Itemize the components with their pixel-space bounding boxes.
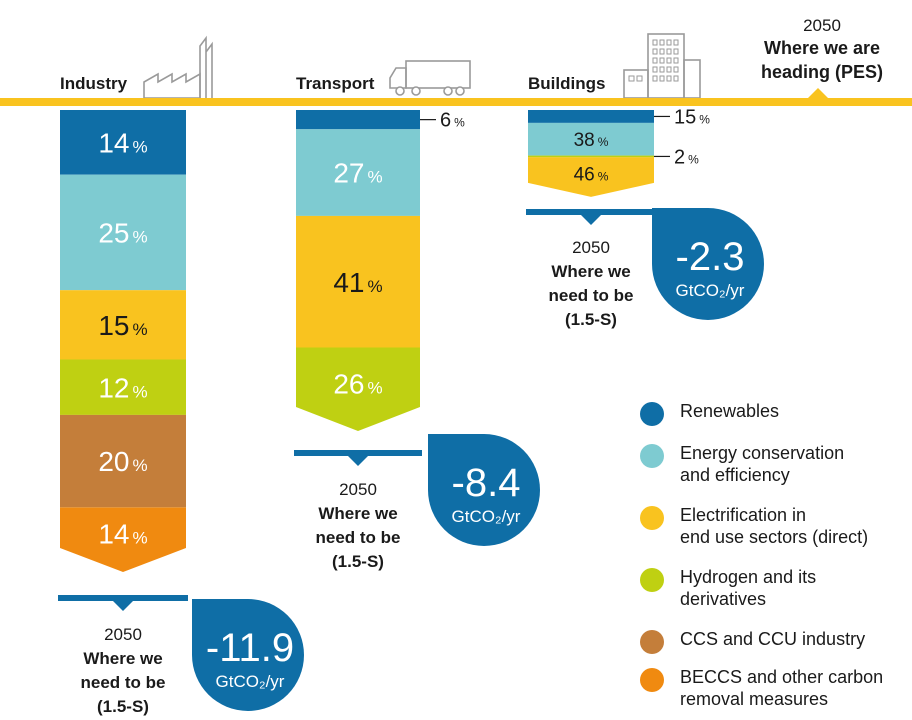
bar-segment-renewables bbox=[296, 110, 420, 130]
sector-title: Transport bbox=[296, 74, 375, 93]
target-year: 2050 bbox=[104, 625, 142, 644]
target-pointer bbox=[581, 215, 601, 225]
total-badge bbox=[652, 208, 764, 320]
legend-swatch-hydrogen bbox=[640, 568, 664, 592]
target-pointer bbox=[113, 601, 133, 611]
data-label: 26% bbox=[333, 368, 382, 399]
total-value: -11.9 bbox=[206, 626, 294, 670]
bar-segment-hydrogen bbox=[296, 347, 420, 431]
legend-label-beccs: BECCS and other carbon removal measures bbox=[680, 667, 884, 709]
bar-segment-efficiency bbox=[296, 129, 420, 216]
bar-segment-hydrogen bbox=[60, 359, 186, 415]
target-caption: Where we need to be (1.5-S) bbox=[315, 504, 400, 571]
data-label: 25% bbox=[98, 218, 147, 249]
target-caption: Where we need to be (1.5-S) bbox=[80, 649, 165, 716]
sector-title: Buildings bbox=[528, 74, 605, 93]
data-label: 46% bbox=[574, 164, 609, 185]
bar-segment-electrification bbox=[528, 157, 654, 197]
target-year: 2050 bbox=[572, 238, 610, 257]
data-label: 20% bbox=[98, 446, 147, 477]
legend-swatch-electrification bbox=[640, 506, 664, 530]
legend-item-ccs: CCS and CCU industry bbox=[640, 628, 865, 654]
legend-label-hydrogen: Hydrogen and its derivatives bbox=[680, 567, 817, 609]
bar-segment-electrification bbox=[296, 215, 420, 348]
bar-segment-ccs bbox=[60, 414, 186, 508]
legend-item-beccs: BECCS and other carbon removal measures bbox=[640, 666, 883, 710]
data-label: 14% bbox=[98, 519, 147, 550]
data-label: 12% bbox=[98, 372, 147, 403]
data-label: 41% bbox=[333, 267, 382, 298]
bar-segment-efficiency bbox=[528, 122, 654, 156]
total-unit: GtCO₂/yr bbox=[676, 281, 745, 300]
data-label: 38% bbox=[574, 130, 609, 151]
total-value: -2.3 bbox=[676, 235, 745, 279]
legend-label-efficiency: Energy conservation and efficiency bbox=[680, 443, 845, 485]
target-year: 2050 bbox=[339, 480, 377, 499]
bar-segment-efficiency bbox=[60, 174, 186, 291]
total-unit: GtCO₂/yr bbox=[216, 672, 285, 691]
legend-swatch-ccs bbox=[640, 630, 664, 654]
total-value: -8.4 bbox=[452, 461, 521, 505]
truck-icon bbox=[389, 60, 471, 96]
data-label: 15% bbox=[674, 106, 710, 128]
legend-item-electrification: Electrification in end use sectors (dire… bbox=[640, 504, 868, 548]
legend-item-renewables: Renewables bbox=[640, 400, 779, 426]
factory-icon bbox=[143, 35, 213, 99]
data-label: 6% bbox=[440, 110, 465, 132]
target-pointer bbox=[348, 456, 368, 466]
target-bracket bbox=[58, 595, 188, 601]
legend-label-ccs: CCS and CCU industry bbox=[680, 629, 866, 649]
data-label: 15% bbox=[98, 310, 147, 341]
target-bracket bbox=[526, 209, 656, 215]
data-label: 27% bbox=[333, 158, 382, 189]
legend-item-efficiency: Energy conservation and efficiency bbox=[640, 442, 844, 486]
bar-segment-beccs bbox=[60, 507, 186, 572]
total-badge bbox=[192, 599, 304, 711]
legend-label-electrification: Electrification in end use sectors (dire… bbox=[680, 505, 869, 547]
bar-segment-renewables bbox=[528, 110, 654, 123]
legend-swatch-efficiency bbox=[640, 444, 664, 468]
legend-swatch-beccs bbox=[640, 668, 664, 692]
legend-item-hydrogen: Hydrogen and its derivatives bbox=[640, 566, 816, 610]
bar-segment-renewables bbox=[60, 110, 186, 175]
legend-swatch-renewables bbox=[640, 402, 664, 426]
baseline-year: 2050 bbox=[803, 16, 841, 35]
baseline-bar bbox=[0, 98, 912, 106]
legend-label-renewables: Renewables bbox=[680, 401, 780, 421]
data-label: 2% bbox=[674, 146, 699, 168]
building-icon bbox=[623, 33, 701, 99]
bar-segment-electrification bbox=[60, 290, 186, 360]
total-unit: GtCO₂/yr bbox=[452, 507, 521, 526]
baseline-marker bbox=[808, 88, 828, 98]
sector-title: Industry bbox=[60, 74, 128, 93]
target-bracket bbox=[294, 450, 422, 456]
baseline-label: Where we are heading (PES) bbox=[761, 38, 883, 82]
total-badge bbox=[428, 434, 540, 546]
bar-segment-hydrogen bbox=[528, 155, 654, 158]
data-label: 14% bbox=[98, 127, 147, 158]
target-caption: Where we need to be (1.5-S) bbox=[548, 262, 633, 329]
